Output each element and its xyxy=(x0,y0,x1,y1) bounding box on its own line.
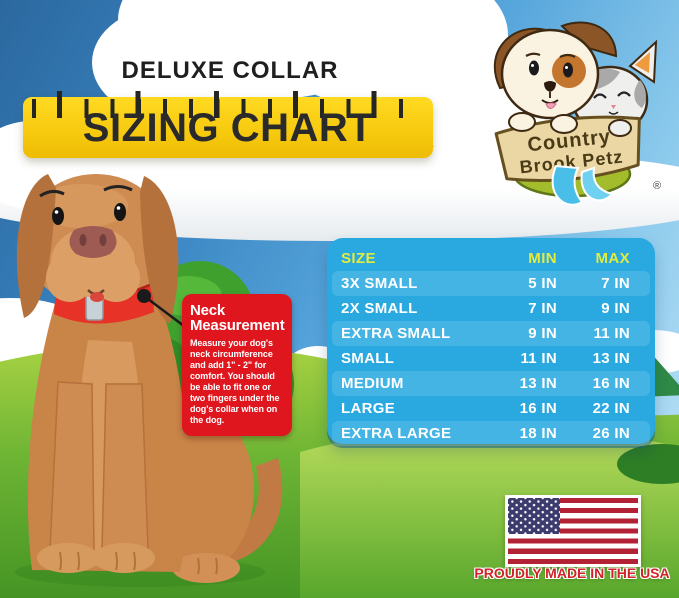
table-row: LARGE 16 IN 22 IN xyxy=(332,396,650,421)
dog-tongue xyxy=(545,102,557,109)
sizing-table: SIZE MIN MAX 3X SMALL 5 IN 7 IN 2X SMALL 7 I… xyxy=(327,238,655,446)
eye-glint xyxy=(565,66,568,69)
cell-min: 7 IN xyxy=(528,300,557,317)
dog-eye xyxy=(529,60,539,76)
eye-glint xyxy=(54,210,59,214)
ruler-ticks-major xyxy=(32,91,424,118)
cell-size: LARGE xyxy=(341,400,395,417)
cell-min: 18 IN xyxy=(519,425,557,442)
dog-paw xyxy=(37,543,99,573)
dog-ear xyxy=(16,174,56,318)
product-name: DELUXE COLLAR xyxy=(121,57,339,84)
cat-patch xyxy=(634,80,646,108)
cell-max: 13 IN xyxy=(592,350,630,367)
dog-illustration xyxy=(16,174,283,583)
table-body: 3X SMALL 5 IN 7 IN 2X SMALL 7 IN 9 IN EXTRA SM… xyxy=(327,271,655,446)
table-row: EXTRA SMALL 9 IN 11 IN xyxy=(332,321,650,346)
dog-eye xyxy=(563,62,573,78)
cell-size: 2X SMALL xyxy=(341,300,418,317)
cell-size: EXTRA LARGE xyxy=(341,425,452,442)
collar-measure-dot xyxy=(137,289,151,303)
dog-paw-icon xyxy=(508,112,536,132)
cell-min: 16 IN xyxy=(519,400,557,417)
cell-min: 5 IN xyxy=(528,275,557,292)
cell-min: 11 IN xyxy=(520,350,557,367)
table-header: SIZE MIN MAX xyxy=(332,245,650,271)
dog-ear xyxy=(140,176,179,324)
paw-toes xyxy=(59,551,218,575)
flag-stars xyxy=(508,498,560,534)
table-row: SMALL 11 IN 13 IN xyxy=(332,346,650,371)
bush xyxy=(617,444,679,484)
registered-mark: ® xyxy=(653,180,661,192)
dog-brow xyxy=(525,52,541,57)
dog-brow xyxy=(103,185,133,192)
water-splash-icon xyxy=(580,166,614,202)
callout-body: Measure your dog's neck circumference an… xyxy=(190,338,280,425)
cat-ear-inner xyxy=(635,52,650,73)
cat-mouth xyxy=(608,111,619,115)
column-header-min: MIN xyxy=(528,249,557,267)
dog-jowl xyxy=(46,254,94,302)
cat-eye-closed xyxy=(617,91,631,97)
cell-max: 22 IN xyxy=(592,400,630,417)
dog-head-icon xyxy=(500,28,600,120)
cell-size: MEDIUM xyxy=(341,375,404,392)
dog-tail xyxy=(202,458,283,566)
water-splash-icon xyxy=(551,164,584,206)
ruler-banner xyxy=(23,91,433,158)
cell-max: 11 IN xyxy=(593,325,630,342)
eye-glint xyxy=(531,64,534,67)
page-title: SIZING CHART xyxy=(82,106,374,150)
cell-size: 3X SMALL xyxy=(341,275,418,292)
table-row: MEDIUM 13 IN 16 IN xyxy=(332,371,650,396)
brand-logo: Country Brook Petz ® xyxy=(493,21,661,206)
cat-paw-icon xyxy=(608,119,632,137)
neck-measurement-callout: Neck Measurement Measure your dog's neck… xyxy=(182,294,292,436)
dog-paw xyxy=(93,543,155,573)
cell-max: 9 IN xyxy=(601,300,630,317)
flag-stripes xyxy=(508,498,638,564)
usa-flag xyxy=(505,495,641,567)
cell-max: 26 IN xyxy=(592,425,630,442)
cat-eye-closed xyxy=(593,93,607,99)
cell-min: 9 IN xyxy=(528,325,557,342)
logo-banner: Country Brook Petz xyxy=(494,115,641,183)
table-row: 3X SMALL 5 IN 7 IN xyxy=(332,271,650,296)
dog-brow xyxy=(559,53,576,58)
banner-scroll xyxy=(494,115,641,183)
callout-title: Neck Measurement xyxy=(190,302,285,334)
made-in-usa-label: PROUDLY MADE IN THE USA xyxy=(474,565,670,581)
dog-paw xyxy=(172,553,240,583)
column-header-max: MAX xyxy=(595,249,630,267)
dog-nose xyxy=(544,81,556,92)
cell-max: 7 IN xyxy=(601,275,630,292)
cell-size: EXTRA SMALL xyxy=(341,325,451,342)
dog-tongue xyxy=(90,292,104,302)
table-row: EXTRA LARGE 18 IN 26 IN xyxy=(332,421,650,446)
eye-glint xyxy=(116,206,121,210)
cat-nose xyxy=(611,105,616,109)
dog-brow xyxy=(39,189,65,198)
dog-paw-icon xyxy=(550,114,578,134)
nostril xyxy=(99,234,107,246)
cell-max: 16 IN xyxy=(592,375,630,392)
dog-nose xyxy=(69,226,117,258)
column-header-size: SIZE xyxy=(341,249,376,267)
cell-min: 13 IN xyxy=(519,375,557,392)
table-row: 2X SMALL 7 IN 9 IN xyxy=(332,296,650,321)
cell-size: SMALL xyxy=(341,350,395,367)
nostril xyxy=(79,234,87,246)
